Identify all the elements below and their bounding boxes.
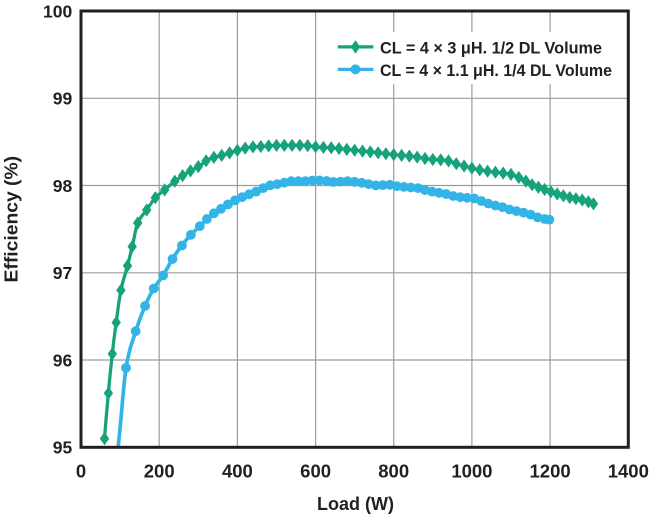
svg-text:800: 800 xyxy=(378,461,409,482)
svg-text:98: 98 xyxy=(53,176,73,196)
svg-text:CL = 4 × 1.1 μH. 1/4 DL Volume: CL = 4 × 1.1 μH. 1/4 DL Volume xyxy=(380,62,612,80)
svg-text:400: 400 xyxy=(222,461,253,482)
svg-text:96: 96 xyxy=(53,350,73,370)
svg-text:95: 95 xyxy=(53,438,73,458)
svg-text:99: 99 xyxy=(53,89,73,109)
svg-text:1200: 1200 xyxy=(530,461,571,482)
svg-text:1000: 1000 xyxy=(451,461,492,482)
svg-text:0: 0 xyxy=(76,461,86,482)
svg-text:1400: 1400 xyxy=(608,461,649,482)
svg-text:97: 97 xyxy=(53,263,72,283)
svg-text:200: 200 xyxy=(144,461,175,482)
svg-text:Efficiency (%): Efficiency (%) xyxy=(1,156,22,283)
svg-text:600: 600 xyxy=(300,461,331,482)
svg-text:100: 100 xyxy=(43,1,72,21)
svg-text:CL = 4 × 3 μH. 1/2 DL Volume: CL = 4 × 3 μH. 1/2 DL Volume xyxy=(380,40,602,58)
svg-text:Load (W): Load (W) xyxy=(317,494,394,514)
